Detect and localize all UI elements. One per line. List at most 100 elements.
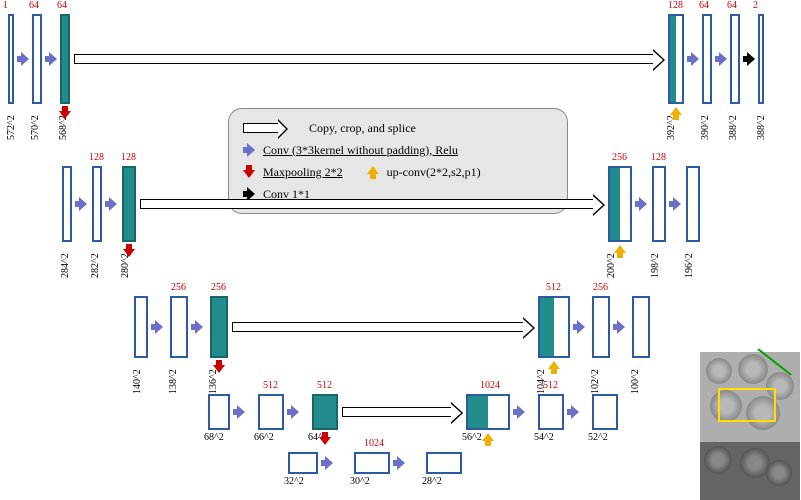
channel-label: 512 [263,380,278,391]
legend-conv-row: Conv (3*3kernel without padding), Relu [243,139,553,161]
conv-arrow-icon [321,456,333,470]
feature-block [122,166,136,242]
size-label: 140^2 [132,369,143,394]
channel-label: 128 [651,152,666,163]
channel-label: 128 [89,152,104,163]
feature-block [32,14,42,104]
channel-label: 64 [29,0,39,11]
legend-upconv-text: up-conv(2*2,s2,p1) [387,165,481,180]
maxpool-arrow-icon [59,106,71,120]
feature-block [538,296,570,358]
size-label: 388^2 [728,115,739,140]
feature-block [354,452,390,474]
feature-block [312,394,338,430]
conv-arrow-icon [243,143,255,157]
legend-pool-up-row: Maxpooling 2*2 up-conv(2*2,s2,p1) [243,161,553,183]
size-label: 388^2 [756,115,767,140]
size-label: 570^2 [30,115,41,140]
size-label: 102^2 [590,369,601,394]
skip-connection-arrow [140,199,594,209]
conv-arrow-icon [393,456,405,470]
channel-label: 512 [546,282,561,293]
size-label: 572^2 [6,115,17,140]
sample-thumbnail-mask [700,442,800,500]
unet-diagram: Copy, crop, and splice Conv (3*3kernel w… [0,0,801,500]
size-label: 138^2 [168,369,179,394]
channel-label: 1 [3,0,8,11]
legend-maxpool-text: Maxpooling 2*2 [263,165,343,180]
upconv-arrow-icon [548,360,560,374]
final-conv-arrow-icon [743,52,755,66]
upconv-arrow-icon [614,244,626,258]
conv-arrow-icon [75,197,87,211]
feature-block [426,452,462,474]
size-label: 30^2 [350,476,370,487]
channel-label: 256 [593,282,608,293]
size-label: 32^2 [284,476,304,487]
channel-label: 1024 [364,438,384,449]
channel-label: 128 [668,0,683,11]
feature-block [538,394,564,430]
conv-arrow-icon [715,52,727,66]
thumbnail-roi-box [718,388,776,422]
feature-block [592,394,618,430]
channel-label: 256 [612,152,627,163]
upconv-arrow-icon [482,432,494,446]
conv-arrow-icon [105,197,117,211]
skip-connection-arrow [342,407,452,417]
size-label: 390^2 [700,115,711,140]
size-label: 198^2 [650,253,661,278]
conv-arrow-icon [233,405,245,419]
conv-arrow-icon [687,52,699,66]
size-label: 284^2 [60,253,71,278]
legend-copy-text: Copy, crop, and splice [309,121,416,136]
feature-block [592,296,610,358]
conv-arrow-icon [151,320,163,334]
feature-block [258,394,284,430]
feature-block [758,14,764,104]
conv-arrow-icon [287,405,299,419]
maxpool-arrow-icon [319,432,331,446]
channel-label: 256 [211,282,226,293]
skip-connection-arrow [74,54,654,64]
size-label: 56^2 [462,432,482,443]
conv-arrow-icon [45,52,57,66]
conv-arrow-icon [513,405,525,419]
conv-arrow-icon [635,197,647,211]
feature-block [134,296,148,358]
feature-block [466,394,510,430]
feature-block [210,296,228,358]
conv-arrow-icon [573,320,585,334]
channel-label: 2 [753,0,758,11]
skip-connection-arrow [232,322,524,332]
feature-block [92,166,102,242]
feature-block [702,14,712,104]
feature-block [668,14,684,104]
channel-label: 1024 [480,380,500,391]
feature-block [288,452,318,474]
feature-block [8,14,14,104]
maxpool-arrow-icon [243,165,255,179]
channel-label: 64 [57,0,67,11]
feature-block [608,166,632,242]
conv-arrow-icon [191,320,203,334]
size-label: 104^2 [536,369,547,394]
legend-conv-text: Conv (3*3kernel without padding), Relu [263,143,458,158]
size-label: 28^2 [422,476,442,487]
feature-block [686,166,700,242]
sample-thumbnail [700,352,800,442]
size-label: 282^2 [90,253,101,278]
feature-block [170,296,188,358]
size-label: 54^2 [534,432,554,443]
size-label: 68^2 [204,432,224,443]
channel-label: 256 [171,282,186,293]
feature-block [62,166,72,242]
upconv-arrow-icon [367,165,379,179]
channel-label: 64 [727,0,737,11]
size-label: 66^2 [254,432,274,443]
size-label: 100^2 [630,369,641,394]
maxpool-arrow-icon [123,244,135,258]
feature-block [730,14,740,104]
size-label: 52^2 [588,432,608,443]
conv-arrow-icon [567,405,579,419]
